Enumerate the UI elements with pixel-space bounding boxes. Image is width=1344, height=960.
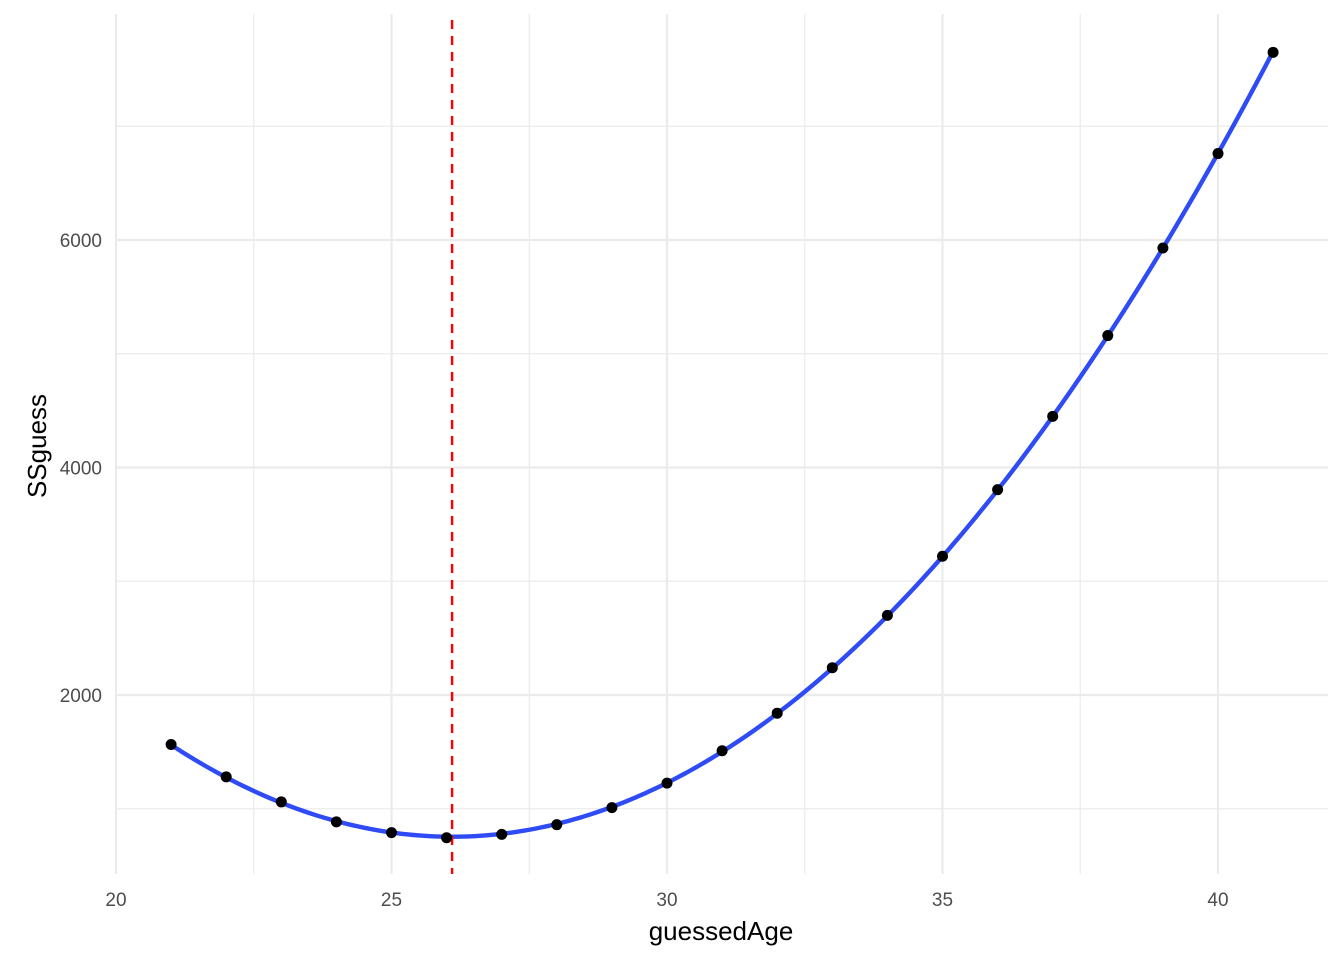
data-point	[826, 662, 838, 674]
fit-line-layer	[168, 49, 1276, 839]
grid-minor	[116, 14, 1328, 874]
data-point	[771, 707, 783, 719]
x-tick-label: 20	[105, 890, 126, 911]
data-point	[551, 819, 563, 831]
x-tick-label: 30	[656, 890, 677, 911]
data-point	[386, 827, 397, 839]
data-point	[1047, 410, 1059, 422]
data-point	[165, 738, 177, 750]
y-axis-title: SSguess	[22, 394, 52, 498]
data-point	[330, 816, 342, 828]
data-point	[716, 745, 728, 757]
data-point	[1267, 46, 1279, 58]
y-tick-labels: 2000 4000 6000	[60, 231, 102, 707]
data-point	[1102, 330, 1114, 342]
grid-major	[114, 14, 1328, 874]
data-point	[992, 484, 1004, 496]
data-point	[1157, 242, 1169, 254]
y-tick-label: 4000	[60, 459, 102, 480]
x-tick-label: 40	[1207, 890, 1228, 911]
data-point	[881, 609, 893, 621]
data-point	[1212, 148, 1224, 160]
data-point	[661, 777, 673, 789]
x-tick-label: 35	[932, 890, 953, 911]
fit-curve	[168, 49, 1276, 839]
points-layer	[165, 46, 1279, 844]
data-point	[496, 828, 508, 840]
x-tick-labels: 20 25 30 35 40	[105, 890, 1228, 911]
data-point	[441, 832, 453, 844]
y-tick-label: 6000	[60, 231, 102, 252]
x-tick-label: 25	[381, 890, 402, 911]
x-axis-title: guessedAge	[649, 916, 794, 946]
data-point	[937, 550, 948, 562]
y-tick-label: 2000	[60, 686, 102, 707]
data-point	[275, 796, 287, 808]
data-point	[606, 802, 618, 814]
data-point	[220, 771, 232, 783]
